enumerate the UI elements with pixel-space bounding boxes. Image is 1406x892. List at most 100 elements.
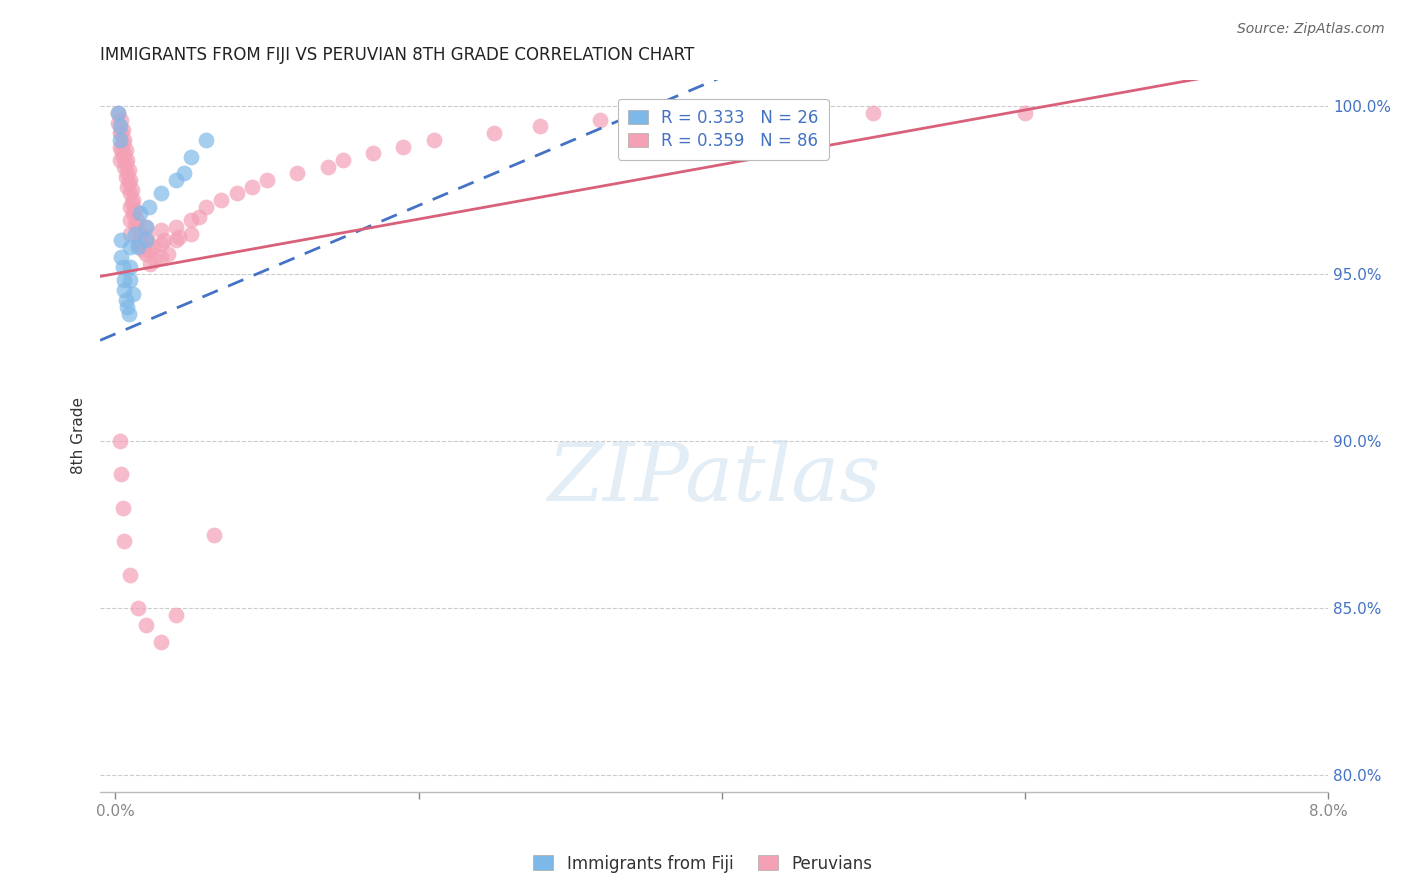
- Text: IMMIGRANTS FROM FIJI VS PERUVIAN 8TH GRADE CORRELATION CHART: IMMIGRANTS FROM FIJI VS PERUVIAN 8TH GRA…: [100, 46, 695, 64]
- Point: [120, 227, 142, 241]
- Point: [149, 223, 172, 237]
- Point: [117, 179, 139, 194]
- Point: [165, 607, 187, 622]
- Point: [108, 126, 131, 140]
- Point: [131, 244, 153, 258]
- Point: [149, 186, 172, 201]
- Legend: Immigrants from Fiji, Peruvians: Immigrants from Fiji, Peruvians: [527, 848, 879, 880]
- Point: [143, 253, 166, 268]
- Point: [149, 634, 172, 648]
- Point: [149, 250, 172, 264]
- Point: [110, 233, 132, 247]
- Point: [165, 219, 187, 234]
- Point: [110, 126, 132, 140]
- Point: [110, 467, 132, 482]
- Point: [124, 227, 146, 241]
- Point: [118, 177, 141, 191]
- Point: [256, 173, 278, 187]
- Point: [285, 166, 308, 180]
- Point: [115, 293, 138, 308]
- Point: [135, 233, 157, 247]
- Point: [122, 286, 145, 301]
- Point: [111, 136, 134, 151]
- Point: [120, 200, 142, 214]
- Point: [118, 307, 141, 321]
- Point: [108, 139, 131, 153]
- Point: [529, 120, 551, 134]
- Point: [135, 219, 157, 234]
- Point: [128, 206, 150, 220]
- Point: [112, 133, 135, 147]
- Point: [107, 116, 129, 130]
- Point: [127, 240, 149, 254]
- Point: [209, 193, 232, 207]
- Point: [332, 153, 354, 167]
- Point: [135, 233, 157, 247]
- Point: [111, 123, 134, 137]
- Point: [110, 112, 132, 127]
- Text: ZIPatlas: ZIPatlas: [547, 440, 882, 517]
- Point: [122, 193, 145, 207]
- Point: [167, 230, 190, 244]
- Point: [117, 166, 139, 180]
- Point: [112, 146, 135, 161]
- Point: [108, 153, 131, 167]
- Point: [120, 260, 142, 274]
- Point: [127, 223, 149, 237]
- Point: [121, 196, 143, 211]
- Point: [117, 300, 139, 314]
- Point: [165, 233, 187, 247]
- Point: [153, 233, 176, 247]
- Point: [589, 112, 612, 127]
- Point: [110, 143, 132, 157]
- Point: [195, 200, 218, 214]
- Point: [112, 284, 135, 298]
- Point: [112, 273, 135, 287]
- Point: [120, 186, 142, 201]
- Point: [225, 186, 247, 201]
- Point: [180, 213, 202, 227]
- Point: [1014, 106, 1036, 120]
- Point: [202, 527, 225, 541]
- Point: [120, 173, 142, 187]
- Point: [120, 273, 142, 287]
- Point: [108, 434, 131, 448]
- Point: [111, 500, 134, 515]
- Point: [392, 139, 415, 153]
- Point: [115, 169, 138, 184]
- Point: [120, 567, 142, 582]
- Point: [180, 227, 202, 241]
- Point: [173, 166, 195, 180]
- Point: [361, 146, 384, 161]
- Point: [107, 106, 129, 120]
- Point: [127, 601, 149, 615]
- Point: [135, 246, 157, 260]
- Point: [862, 106, 884, 120]
- Point: [484, 126, 506, 140]
- Point: [138, 200, 160, 214]
- Point: [110, 250, 132, 264]
- Point: [112, 160, 135, 174]
- Point: [136, 230, 159, 244]
- Point: [111, 150, 134, 164]
- Point: [139, 257, 162, 271]
- Point: [165, 173, 187, 187]
- Point: [124, 203, 146, 218]
- Point: [240, 179, 263, 194]
- Point: [108, 133, 131, 147]
- Point: [111, 260, 134, 274]
- Point: [121, 183, 143, 197]
- Point: [122, 206, 145, 220]
- Point: [125, 213, 148, 227]
- Point: [195, 133, 218, 147]
- Point: [316, 160, 339, 174]
- Point: [120, 213, 142, 227]
- Point: [120, 240, 142, 254]
- Point: [135, 618, 157, 632]
- Point: [149, 236, 172, 251]
- Point: [132, 240, 155, 254]
- Point: [115, 156, 138, 170]
- Point: [115, 143, 138, 157]
- Point: [127, 236, 149, 251]
- Point: [138, 244, 160, 258]
